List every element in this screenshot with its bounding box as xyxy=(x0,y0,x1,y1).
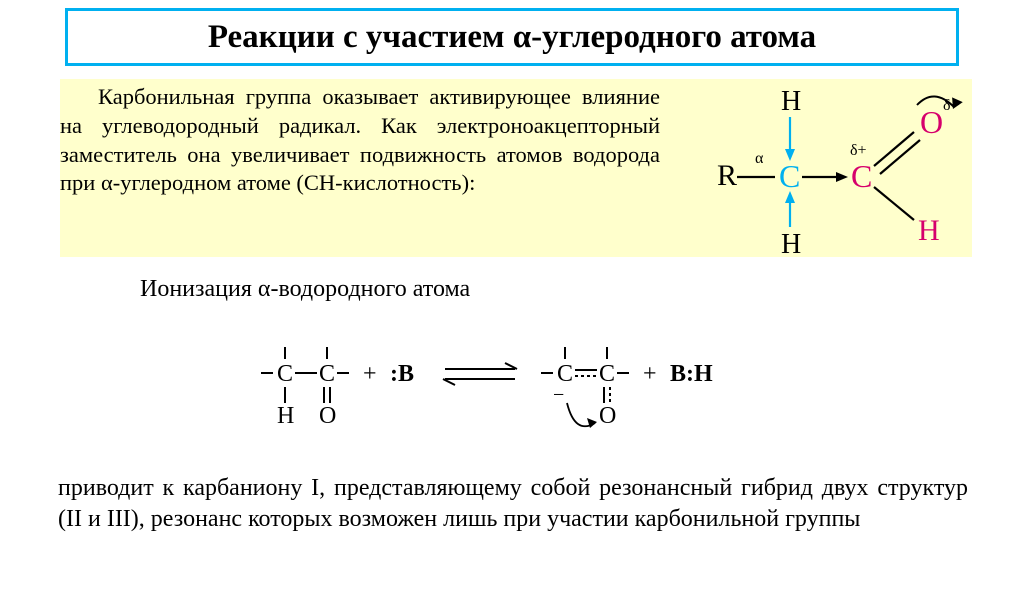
result-paragraph: приводит к карбаниону I, представляющему… xyxy=(58,473,968,534)
atom-h-top: H xyxy=(781,86,801,117)
atom-c-carbonyl: C xyxy=(851,158,872,194)
alpha-carbon-structure: R α C H H δ+ C O δ− H xyxy=(702,85,969,253)
arrowhead-c1-c2 xyxy=(836,172,848,182)
atom-c-alpha: C xyxy=(779,158,800,194)
atom-h-bottom: H xyxy=(781,229,801,253)
atom-o: O xyxy=(920,104,943,140)
r-bh: B:H xyxy=(670,361,713,387)
intro-paragraph: Карбонильная группа оказывает активирующ… xyxy=(60,83,660,198)
ionization-subheading: Ионизация α-водородного атома xyxy=(140,276,470,303)
l-c1: C xyxy=(277,361,293,387)
alpha-label: α xyxy=(755,150,764,167)
bond-c-h-ald xyxy=(874,187,914,220)
r-neg: − xyxy=(553,384,564,406)
l-base: :B xyxy=(390,361,414,387)
l-plus: + xyxy=(363,361,377,387)
r-c2: C xyxy=(599,361,615,387)
r-O: O xyxy=(599,403,616,429)
l-c2: C xyxy=(319,361,335,387)
r-plus: + xyxy=(643,361,657,387)
ionization-reaction: C C H O + :B C − C O + B:H xyxy=(235,325,795,445)
delta-plus: δ+ xyxy=(850,142,867,159)
l-O: O xyxy=(319,403,336,429)
page-title: Реакции с участием α-углеродного атома xyxy=(208,19,816,56)
atom-R: R xyxy=(717,159,737,192)
title-box: Реакции с участием α-углеродного атома xyxy=(65,8,959,66)
atom-h-aldehyde: H xyxy=(918,214,940,247)
l-H: H xyxy=(277,403,294,429)
